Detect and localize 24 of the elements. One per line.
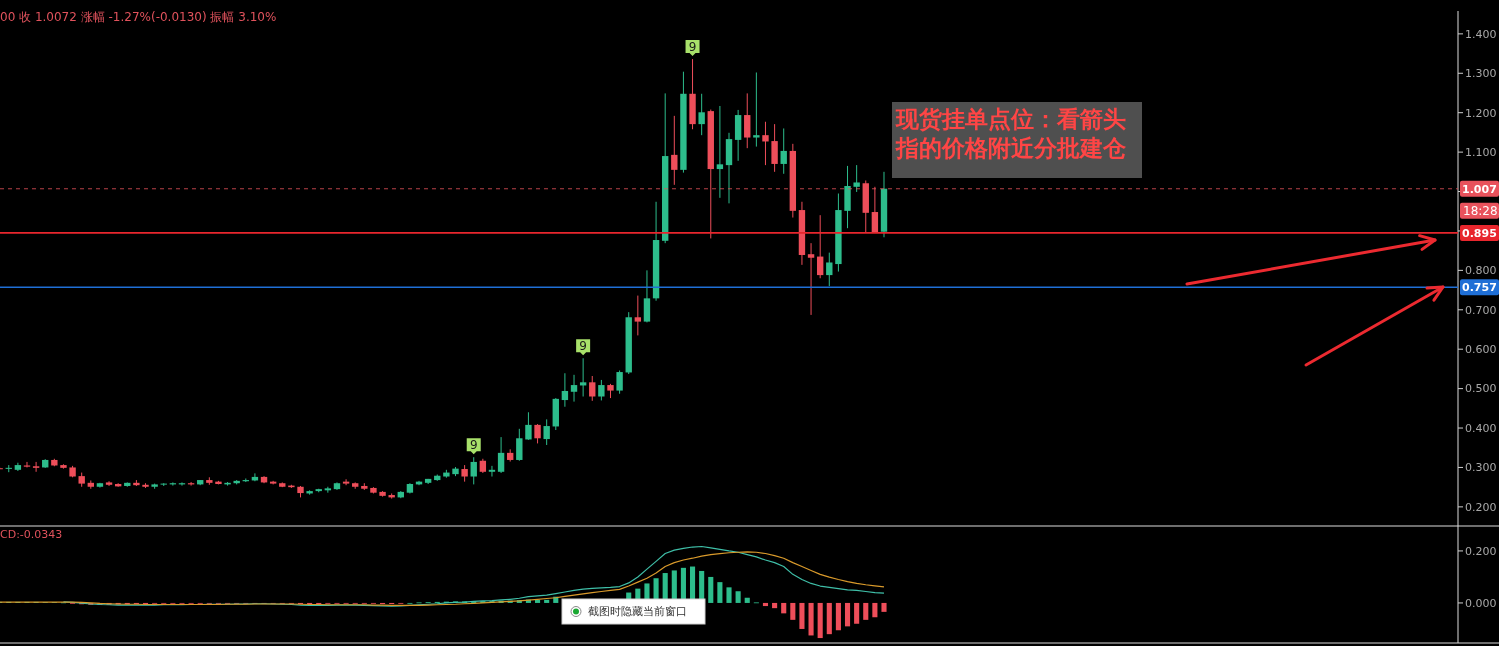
y-tick-label: 0.800 (1465, 264, 1497, 278)
annotation: 截图时隐藏当前窗口 (588, 605, 687, 619)
y-tick-label: 0.700 (1465, 303, 1497, 317)
y-tick-label: 1.100 (1465, 145, 1497, 159)
y-tick-label: 0.300 (1465, 461, 1497, 475)
y-tick-label: 0.000 (1465, 596, 1497, 610)
annotation: 9 (688, 39, 697, 54)
ref-line-label: 0.895 (1462, 226, 1497, 240)
annotation: CD:-0.0343 (0, 528, 63, 541)
y-tick-label: 0.500 (1465, 382, 1497, 396)
text: 18:28: (1463, 203, 1499, 218)
ref-line-label: 1.007 (1462, 182, 1497, 196)
annotation: 00 收 1.0072 涨幅 -1.27%(-0.0130) 振幅 3.10% (0, 10, 277, 24)
y-tick-label: 0.400 (1465, 421, 1497, 435)
annotation: 9 (469, 437, 478, 452)
ref-line-label: 0.757 (1462, 281, 1497, 295)
y-tick-label: 1.400 (1465, 27, 1497, 41)
y-tick-label: 1.300 (1465, 67, 1497, 81)
annotation: 9 (579, 338, 587, 353)
y-tick-label: 0.200 (1465, 500, 1497, 514)
annotation: 现货挂单点位：看箭头指的价格附近分批建仓 (895, 106, 1127, 161)
y-tick-label: 1.200 (1465, 106, 1497, 120)
y-tick-label: 0.600 (1465, 343, 1497, 357)
y-tick-label: 0.200 (1465, 544, 1497, 558)
